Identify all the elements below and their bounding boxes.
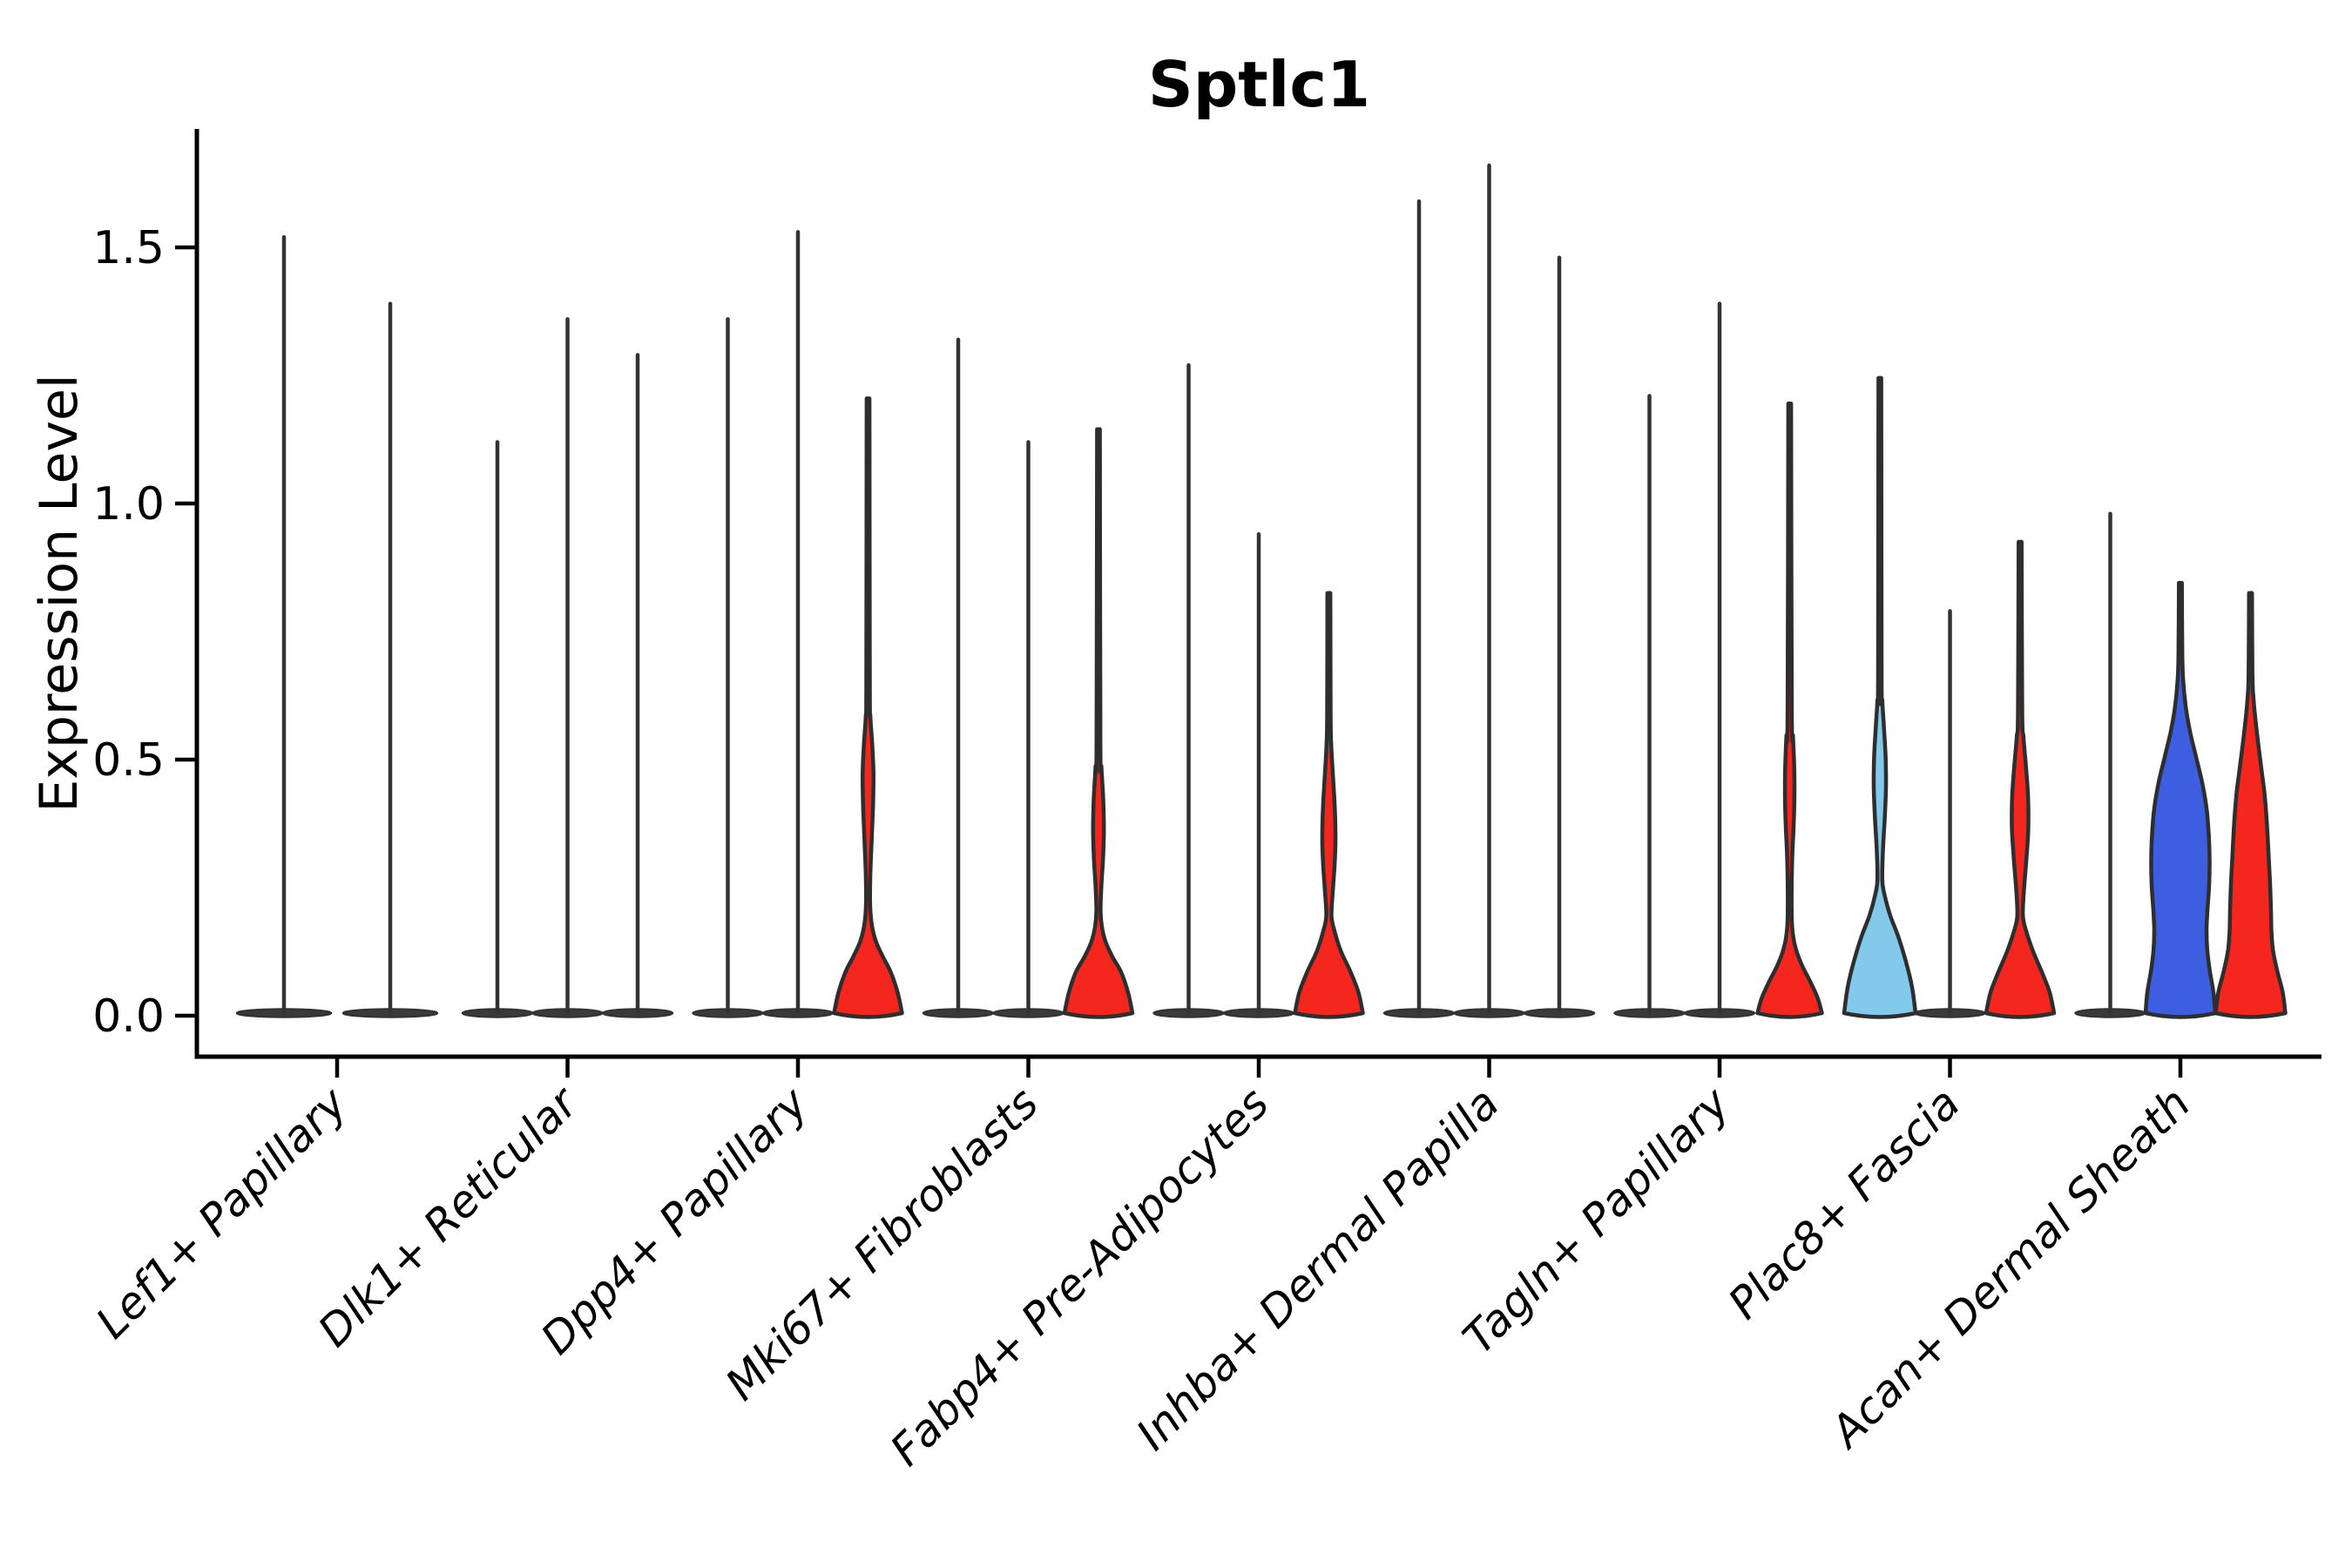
- violin-group: [1613, 301, 1824, 1019]
- violin-body-red: [1755, 402, 1824, 1019]
- violin-body-red: [1984, 539, 2057, 1019]
- violin-group: [235, 234, 439, 1018]
- violin-group: [1382, 163, 1596, 1018]
- violin-body-red: [1062, 427, 1135, 1019]
- x-tick-label: Lef1+ Papillary: [86, 1077, 357, 1348]
- violin-body-red: [1293, 591, 1365, 1019]
- x-tick-label: Plac8+ Fascia: [1719, 1078, 1970, 1328]
- y-tick-label: 1.5: [92, 222, 165, 274]
- violin-group: [461, 317, 674, 1018]
- violin-group: [922, 337, 1135, 1019]
- violin-group: [1152, 362, 1365, 1019]
- violin-group: [692, 230, 904, 1019]
- violin-body-red: [2213, 591, 2288, 1019]
- violin-body-blue: [2143, 580, 2218, 1019]
- chart-title: Sptlc1: [1148, 48, 1370, 121]
- y-tick-label: 0.0: [92, 990, 165, 1043]
- y-axis-label: Expression Level: [29, 374, 90, 812]
- y-tick-label: 1.0: [92, 478, 165, 531]
- violin-group: [1842, 375, 2057, 1019]
- x-tick-label: Inhba+ Dermal Papilla: [1127, 1078, 1509, 1459]
- violin-group: [2074, 511, 2288, 1019]
- x-tick-label: Fabp4+ Pre-Adipocytes: [881, 1078, 1279, 1476]
- violin-body-red: [832, 396, 904, 1019]
- violin-body-light_blue: [1842, 375, 1918, 1019]
- y-tick-label: 0.5: [92, 734, 165, 787]
